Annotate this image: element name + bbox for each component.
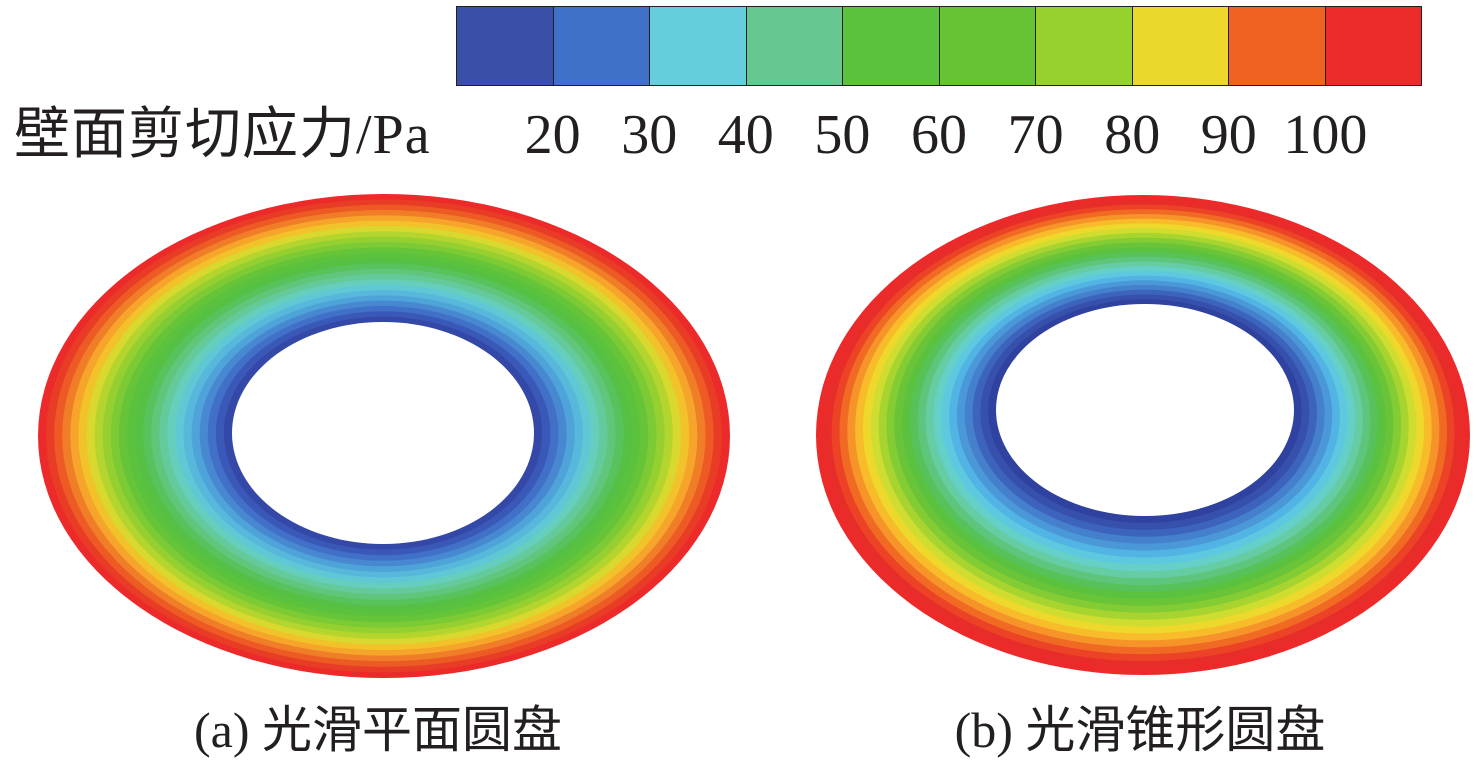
colorbar-tick-label: 50 [814, 104, 871, 166]
legend-label: 壁面剪切应力/Pa [14, 104, 431, 166]
disc-center-hole [996, 304, 1294, 516]
caption-a: (a) 光滑平面圆盘 [194, 702, 562, 758]
colorbar-segment [457, 7, 554, 85]
disc-center-hole [232, 322, 534, 544]
colorbar-tick-label: 30 [621, 104, 678, 166]
colorbar-segment [1229, 7, 1326, 85]
colorbar-tick-label: 90 [1200, 104, 1257, 166]
colorbar-tick-label: 70 [1007, 104, 1064, 166]
colorbar-segment [746, 7, 843, 85]
colorbar-segment [1036, 7, 1133, 85]
colorbar-segment [1325, 7, 1421, 85]
colorbar-segment [843, 7, 940, 85]
colorbar-segment [1132, 7, 1229, 85]
colorbar-tick-label: 60 [911, 104, 967, 166]
colorbar-tick-label: 100 [1283, 104, 1368, 166]
colorbar-segment [650, 7, 747, 85]
colorbar-segment [939, 7, 1036, 85]
colorbar [456, 6, 1422, 86]
colorbar-tick-label: 80 [1104, 104, 1161, 166]
colorbar-segment [553, 7, 650, 85]
colorbar-tick-label: 40 [717, 104, 774, 166]
caption-b: (b) 光滑锥形圆盘 [954, 702, 1326, 758]
colorbar-tick-label: 20 [524, 104, 581, 166]
colorbar-ticks: 20 30 40 50 60 70 80 90 100 [0, 100, 1476, 170]
